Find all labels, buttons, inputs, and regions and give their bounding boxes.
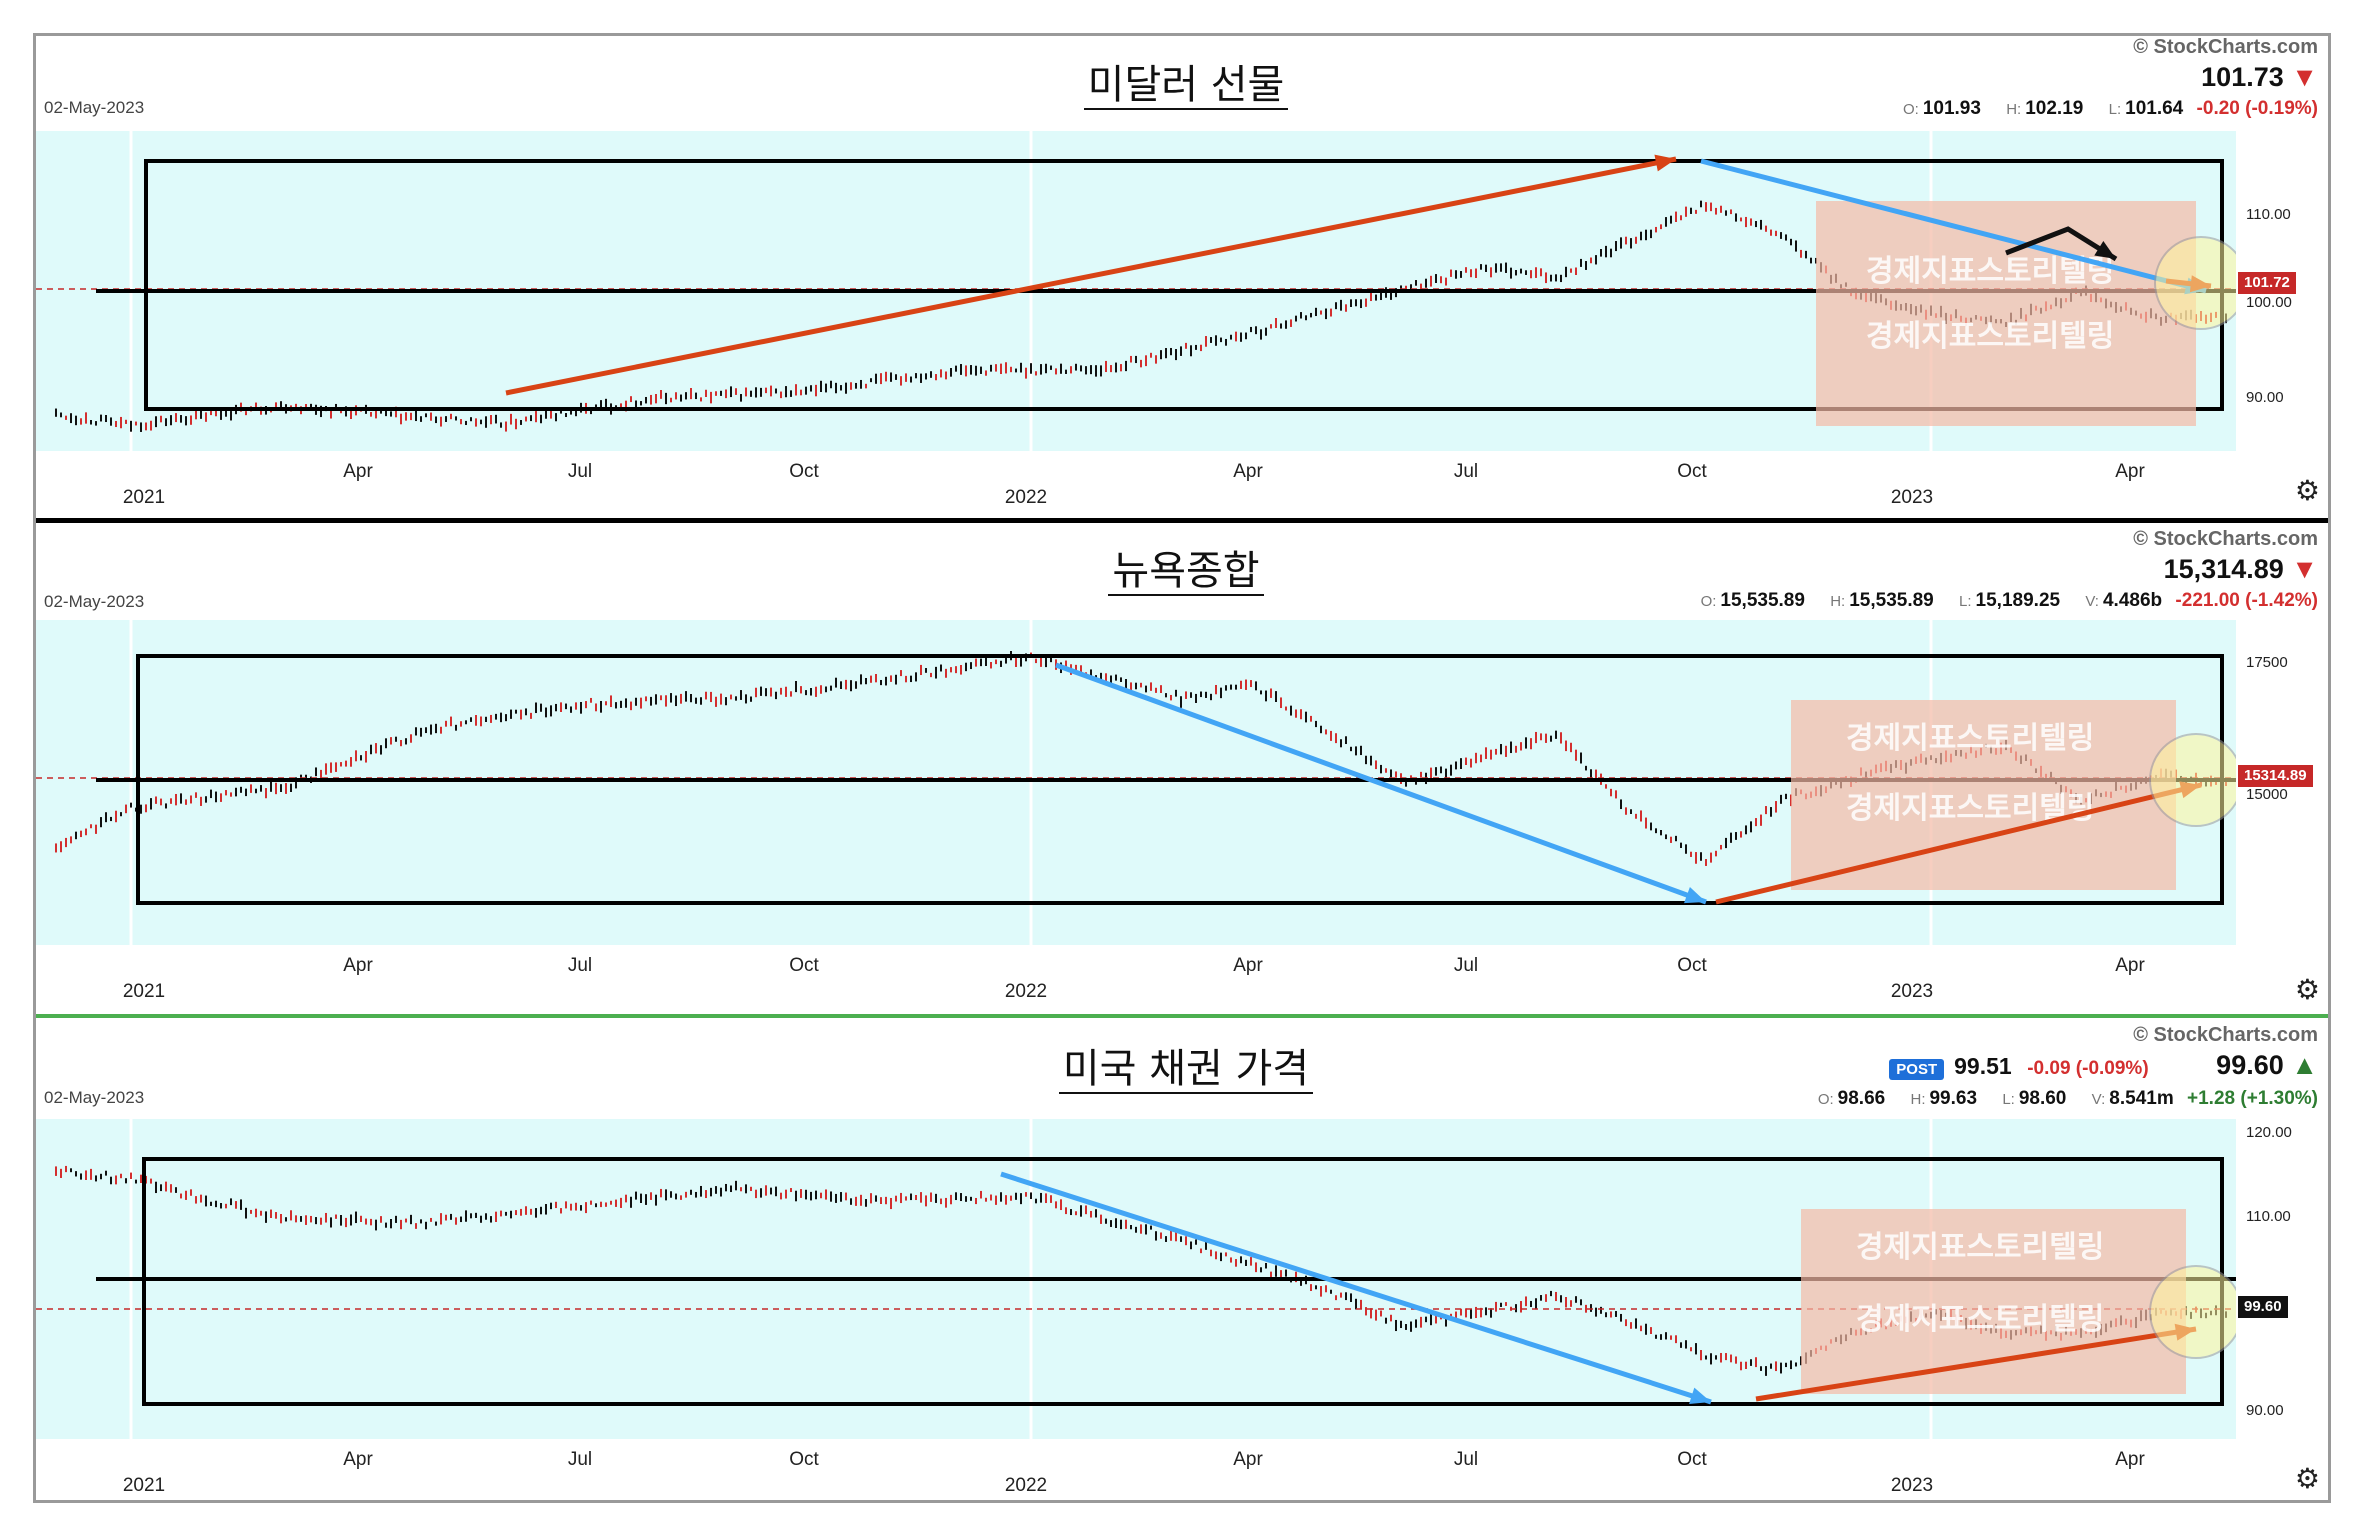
plot-area[interactable]: 경제지표스토리텔링 경제지표스토리텔링 [36,620,2236,945]
x-tick-label: 2023 [1890,487,1934,508]
y-tick-label: 17500 [2246,654,2288,671]
x-tick-label: Jul [1453,955,1479,976]
brand-label[interactable]: © StockCharts.com [2133,528,2318,550]
chart-date: 02-May-2023 [44,98,145,117]
brand-label[interactable]: © StockCharts.com [2133,1024,2318,1046]
panel-divider [36,518,2328,523]
x-tick-label: 2023 [1890,1475,1934,1496]
x-tick-label: Apr [1233,955,1263,976]
x-tick-label: Oct [789,461,819,482]
x-tick-label: Apr [1233,1449,1263,1470]
post-badge: POST [1889,1059,1945,1080]
triangle-down-icon: ▼ [2291,554,2318,584]
watermark-text: 경제지표스토리텔링 [1846,721,2094,756]
x-tick-label: Jul [1453,461,1479,482]
x-tick-label: 2023 [1890,981,1934,1002]
x-tick-label: Jul [567,461,593,482]
watermark-text: 경제지표스토리텔링 [1856,1230,2104,1265]
panel-title: 미국 채권 가격 [36,1036,2336,1094]
x-tick-label: Jul [567,955,593,976]
plot-area[interactable]: 경제지표스토리텔링 경제지표스토리텔링 [36,131,2236,451]
plot-area[interactable]: 경제지표스토리텔링 경제지표스토리텔링 [36,1119,2236,1439]
trend-arrow [1755,1326,2197,1402]
arrow-head [1654,154,1676,172]
y-tick-label: 120.00 [2246,1124,2292,1141]
trend-arrow [1055,662,1707,905]
highlight-circle [2154,236,2236,330]
x-tick-label: Apr [2115,955,2145,976]
x-tick-label: Oct [789,955,819,976]
x-tick-label: Apr [1233,461,1263,482]
y-tick-label: 110.00 [2246,206,2291,223]
x-tick-label: 2022 [1004,1475,1048,1496]
watermark-text: 경제지표스토리텔링 [1866,319,2114,354]
panel-nyse-composite: 뉴욕종합 02-May-2023 © StockCharts.com 15,31… [36,528,2328,1008]
last-price-tag: 15314.89 [2238,765,2313,787]
triangle-up-icon: ▲ [2291,1050,2318,1080]
last-price: 15,314.89 ▼ [2163,554,2318,584]
x-tick-label: Apr [2115,461,2145,482]
x-tick-label: Apr [343,955,373,976]
x-tick-label: Oct [1677,461,1707,482]
last-price: 101.73 ▼ [2201,62,2318,92]
ohlc-readout: O: 98.66 H: 99.63 L: 98.60 V: 8.541m +1.28 (… [1817,1088,2318,1109]
x-tick-label: 2022 [1004,981,1048,1002]
highlight-circle [2149,1265,2236,1359]
x-tick-label: 2021 [122,981,166,1002]
x-tick-label: Apr [2115,1449,2145,1470]
ohlc-readout: O: 15,535.89 H: 15,535.89 L: 15,189.25 V: 4.… [1700,590,2318,611]
gear-icon[interactable]: ⚙ [2294,1463,2320,1494]
panel-divider [36,1014,2328,1018]
post-change: -0.09 (-0.09%) [2027,1058,2149,1079]
x-tick-label: Apr [343,1449,373,1470]
x-tick-label: Oct [789,1449,819,1470]
trend-arrow [1000,1171,1712,1405]
trend-arrow [505,156,1677,396]
x-tick-label: Oct [1677,955,1707,976]
watermark-text: 경제지표스토리텔링 [1866,254,2114,289]
highlight-circle [2149,733,2236,827]
last-price-tag: 99.60 [2238,1296,2288,1318]
ohlc-readout: O: 101.93 H: 102.19 L: 101.64 -0.20 (-0.19%… [1902,98,2318,119]
arrow-head [1689,1387,1711,1404]
x-tick-label: 2021 [122,1475,166,1496]
y-tick-label: 100.00 [2246,294,2292,311]
panel-title: 뉴욕종합 [36,538,2336,596]
chart-frame [33,33,2331,1503]
watermark-box [1791,700,2176,890]
y-tick-label: 110.00 [2246,1208,2291,1225]
y-tick-label: 15000 [2246,786,2288,803]
watermark-box [1816,201,2196,426]
triangle-down-icon: ▼ [2291,62,2318,92]
brand-label[interactable]: © StockCharts.com [2133,36,2318,58]
y-tick-label: 90.00 [2246,1402,2284,1419]
post-price: 99.51 [1954,1053,2012,1079]
x-tick-label: Jul [1453,1449,1479,1470]
trend-arrow [1715,782,2202,905]
x-tick-label: 2021 [122,487,166,508]
panel-us-bond-price: 미국 채권 가격 02-May-2023 © StockCharts.com P… [36,1024,2328,1504]
last-price-tag: 101.72 [2238,272,2296,294]
last-price: 99.60 [2216,1050,2284,1080]
gear-icon[interactable]: ⚙ [2294,974,2320,1005]
y-tick-label: 90.00 [2246,389,2284,406]
arrow-head [2094,240,2116,259]
watermark-text: 경제지표스토리텔링 [1856,1302,2104,1337]
x-tick-label: 2022 [1004,487,1048,508]
x-tick-label: Oct [1677,1449,1707,1470]
last-price-line: POST 99.51 -0.09 (-0.09%) 99.60 ▲ [1889,1050,2318,1081]
x-tick-label: Jul [567,1449,593,1470]
panel-dollar-futures: 미달러 선물 02-May-2023 © StockCharts.com 101… [36,36,2328,511]
panel-title: 미달러 선물 [36,52,2336,110]
chart-date: 02-May-2023 [44,1088,145,1107]
gear-icon[interactable]: ⚙ [2294,475,2320,506]
x-tick-label: Apr [343,461,373,482]
chart-date: 02-May-2023 [44,592,145,611]
trend-arrow [1700,158,2207,294]
arrow-head [1684,887,1706,904]
